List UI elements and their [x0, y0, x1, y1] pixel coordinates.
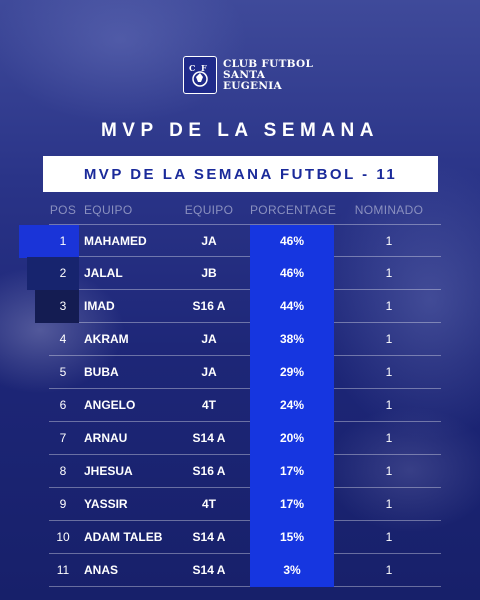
top-rank-highlight [35, 290, 79, 323]
top-rank-highlight [19, 225, 79, 258]
percentage-cell: 46% [250, 225, 334, 258]
rank-cell: 2 [59, 266, 67, 280]
club-logo: C F CLUB FUTBOL SANTA EUGENIA [183, 56, 313, 94]
table-row: 4 AKRAM JA 38% 1 [49, 323, 441, 356]
percentage-cell: 17% [250, 488, 334, 521]
rank-cell: 1 [59, 234, 67, 248]
percentage-cell: 44% [250, 290, 334, 323]
rank-cell: 11 [56, 563, 70, 577]
top-rank-highlight [27, 257, 79, 290]
nominated-cell: 1 [385, 497, 393, 511]
team-cell: JA [201, 332, 217, 346]
rank-cell: 6 [59, 398, 67, 412]
nominated-cell: 1 [385, 365, 393, 379]
team-cell: JA [201, 234, 217, 248]
player-name-cell: ANGELO [84, 398, 136, 412]
club-name: CLUB FUTBOL SANTA EUGENIA [223, 57, 314, 92]
table-row: 8 JHESUA S16 A 17% 1 [49, 455, 441, 488]
nominated-cell: 1 [385, 332, 393, 346]
svg-text:F: F [201, 63, 207, 73]
svg-text:C: C [189, 63, 195, 73]
header-player: EQUIPO [84, 203, 133, 217]
player-name-cell: IMAD [84, 299, 115, 313]
percentage-cell: 24% [250, 389, 334, 422]
percentage-cell: 29% [250, 356, 334, 389]
header-percentage: PORCENTAGE [250, 203, 337, 217]
team-cell: S16 A [192, 464, 226, 478]
rank-cell: 7 [59, 431, 67, 445]
club-name-line1: CLUB FUTBOL [223, 57, 314, 70]
table-row: 10 ADAM TALEB S14 A 15% 1 [49, 521, 441, 554]
nominated-cell: 1 [385, 530, 393, 544]
header-team: EQUIPO [184, 203, 234, 217]
percentage-cell: 20% [250, 422, 334, 455]
table-row: 5 BUBA JA 29% 1 [49, 356, 441, 389]
header-nominated: NOMINADO [354, 203, 424, 217]
team-cell: 4T [201, 497, 216, 511]
table-row: 11 ANAS S14 A 3% 1 [49, 554, 441, 587]
nominated-cell: 1 [385, 464, 393, 478]
player-name-cell: YASSIR [84, 497, 128, 511]
table-row: 3 IMAD S16 A 44% 1 [35, 290, 441, 323]
nominated-cell: 1 [385, 563, 393, 577]
rank-cell: 8 [59, 464, 67, 478]
nominated-cell: 1 [385, 398, 393, 412]
player-name-cell: MAHAMED [84, 234, 147, 248]
team-cell: JA [201, 365, 217, 379]
player-name-cell: JALAL [84, 266, 123, 280]
player-name-cell: JHESUA [84, 464, 133, 478]
table-row: 7 ARNAU S14 A 20% 1 [49, 422, 441, 455]
rank-cell: 10 [56, 530, 70, 544]
table-row: 9 YASSIR 4T 17% 1 [49, 488, 441, 521]
player-name-cell: ADAM TALEB [84, 530, 163, 544]
club-name-line2: SANTA [223, 68, 266, 81]
nominated-cell: 1 [385, 234, 393, 248]
page-title: MVP DE LA SEMANA [100, 120, 380, 141]
player-name-cell: AKRAM [84, 332, 129, 346]
nominated-cell: 1 [385, 431, 393, 445]
team-cell: JB [201, 266, 217, 280]
rank-cell: 4 [59, 332, 67, 346]
player-name-cell: ARNAU [84, 431, 128, 445]
table-row: 6 ANGELO 4T 24% 1 [49, 389, 441, 422]
player-name-cell: BUBA [84, 365, 119, 379]
percentage-cell: 46% [250, 257, 334, 290]
rank-cell: 9 [59, 497, 67, 511]
ranking-table: 1 MAHAMED JA 46% 1 2 JALAL JB 46% 1 3 IMAD S16 A 44% 1… [19, 224, 441, 587]
table-row: 2 JALAL JB 46% 1 [27, 257, 441, 290]
team-cell: S16 A [192, 299, 226, 313]
percentage-cell: 15% [250, 521, 334, 554]
team-cell: S14 A [192, 431, 226, 445]
section-banner: MVP DE LA SEMANA FUTBOL - 11 [43, 156, 438, 192]
rank-cell: 3 [59, 299, 67, 313]
percentage-cell: 38% [250, 323, 334, 356]
club-crest-icon: C F [183, 56, 217, 94]
header-pos: POS [49, 203, 77, 217]
player-name-cell: ANAS [84, 563, 119, 577]
table-row: 1 MAHAMED JA 46% 1 [19, 224, 441, 258]
team-cell: S14 A [192, 563, 226, 577]
team-cell: S14 A [192, 530, 226, 544]
nominated-cell: 1 [385, 299, 393, 313]
nominated-cell: 1 [385, 266, 393, 280]
percentage-cell: 17% [250, 455, 334, 488]
percentage-cell: 3% [250, 554, 334, 587]
rank-cell: 5 [59, 365, 67, 379]
club-name-line3: EUGENIA [223, 79, 282, 92]
team-cell: 4T [201, 398, 216, 412]
